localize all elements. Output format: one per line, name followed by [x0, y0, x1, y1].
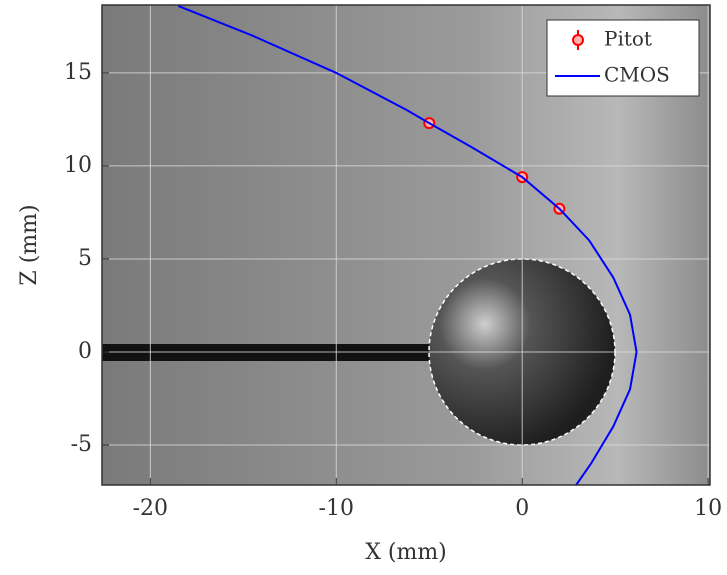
y-tick-label: -5: [71, 432, 92, 457]
y-tick-label: 5: [78, 246, 92, 271]
cmos-line: [177, 5, 638, 486]
legend: Pitot CMOS: [546, 19, 700, 97]
x-tick-label: 0: [515, 496, 529, 521]
x-tick-label: -10: [319, 496, 354, 521]
x-axis-label: X (mm): [365, 540, 447, 565]
y-tick-label: 15: [64, 60, 92, 85]
marks: [177, 5, 638, 486]
legend-label: Pitot: [604, 27, 652, 51]
x-tick-label: -20: [133, 496, 168, 521]
y-tick-label: 10: [64, 153, 92, 178]
legend-symbol: [572, 34, 584, 46]
legend-box: [546, 19, 700, 97]
grid: [102, 5, 710, 485]
plot-frame: [101, 4, 711, 486]
y-axis-label: Z (mm): [17, 204, 42, 285]
y-tick-label: 0: [78, 339, 92, 364]
x-tick-label: 10: [694, 496, 722, 521]
legend-label: CMOS: [604, 63, 670, 87]
